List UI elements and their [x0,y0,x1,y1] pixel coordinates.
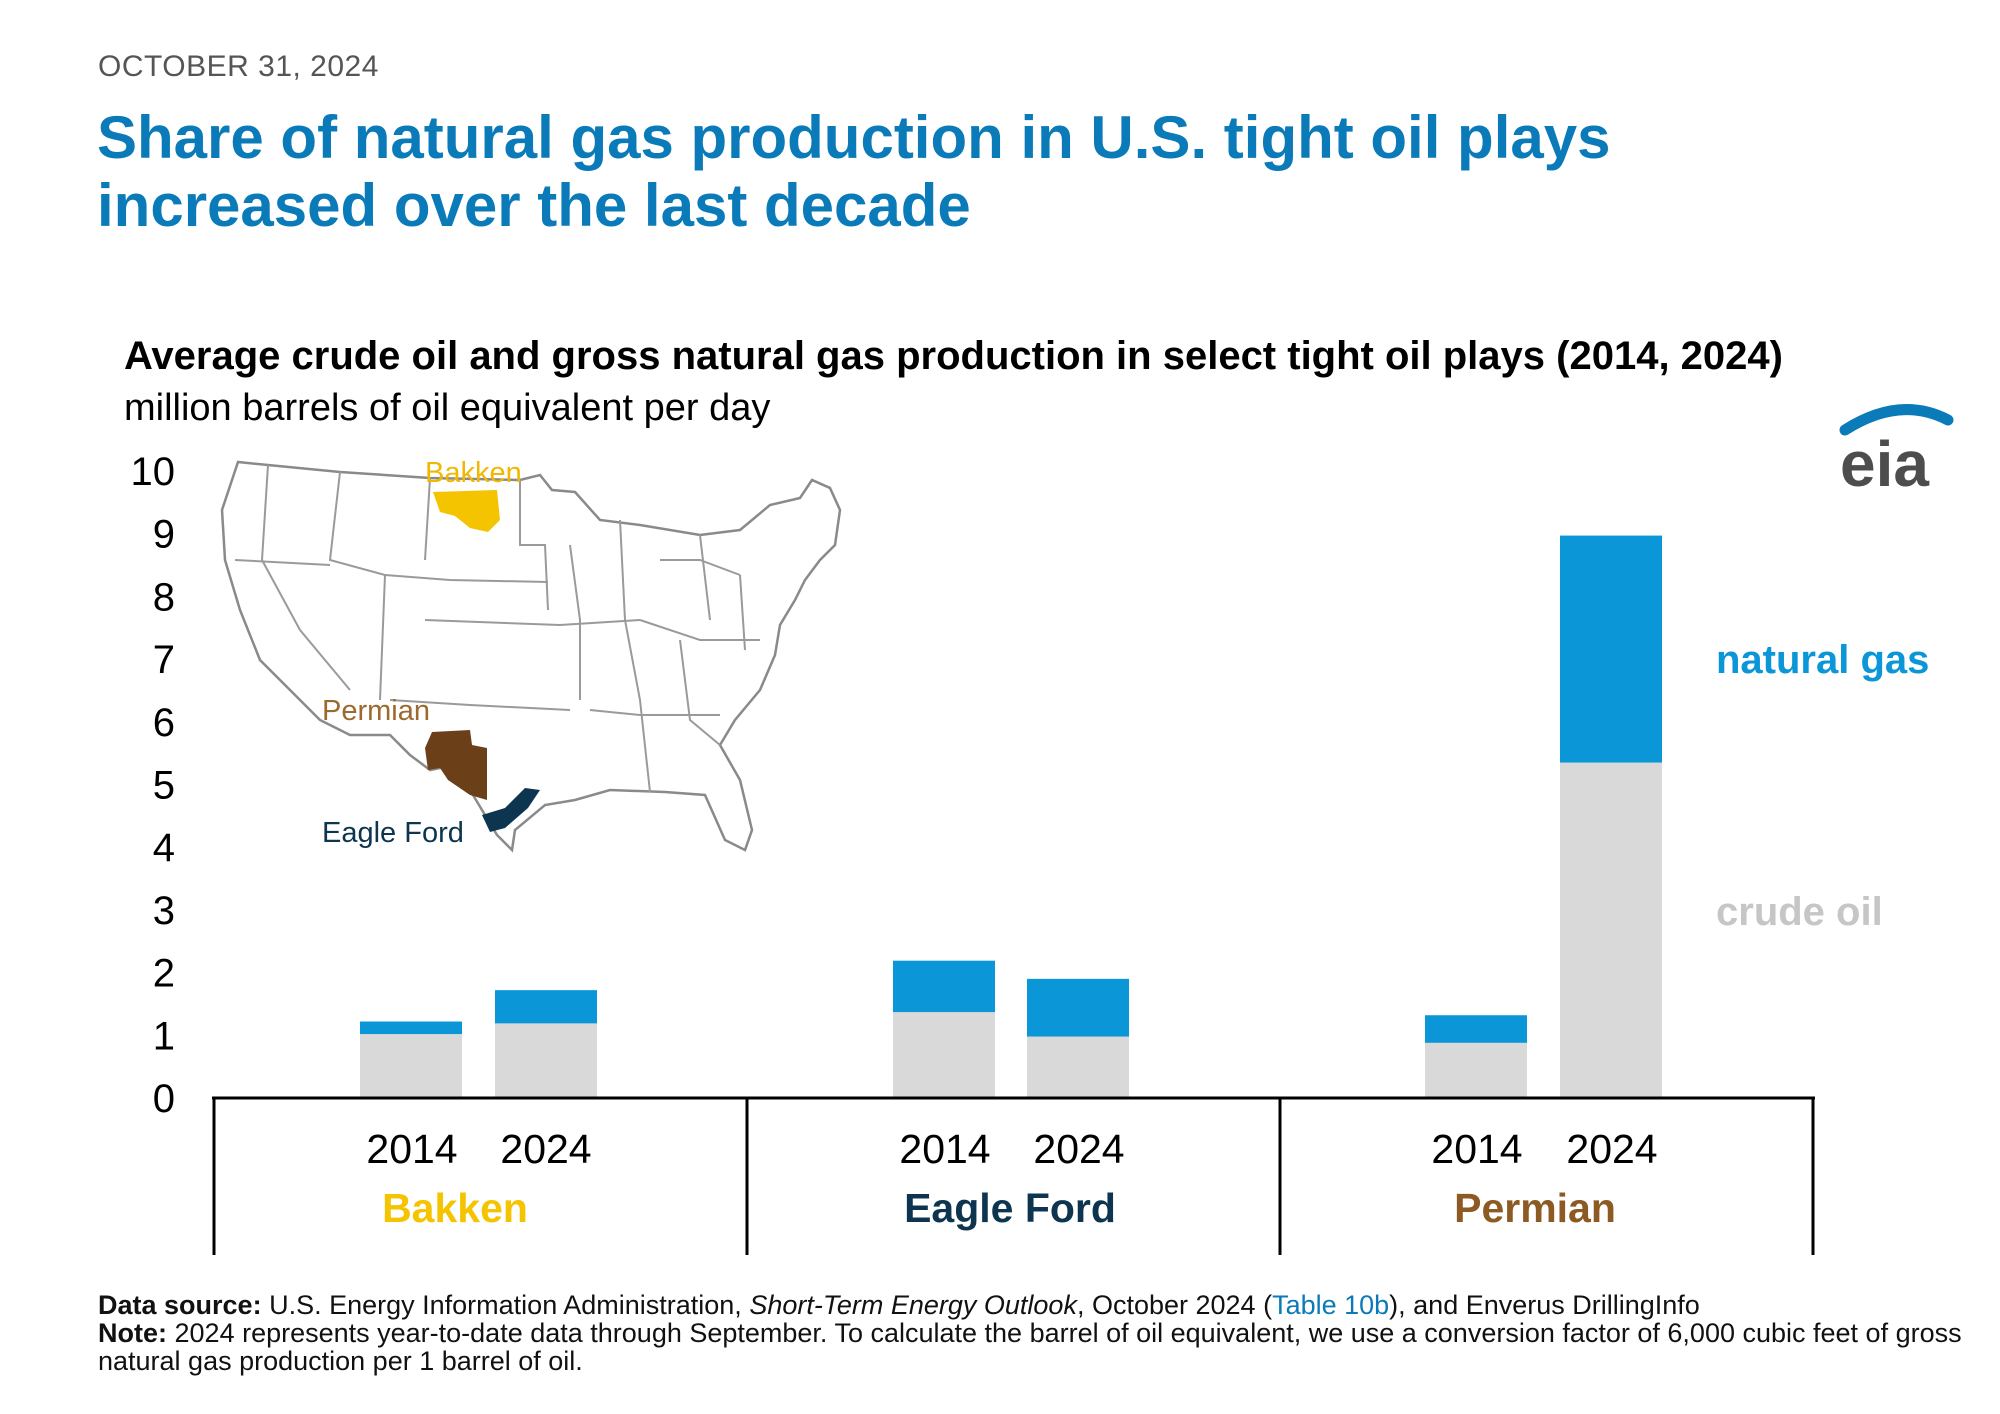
bar-crude-oil [1027,1036,1129,1098]
bar-crude-oil [1560,762,1662,1098]
x-category-label: 2014 [366,1126,457,1172]
eia-logo: eia [1839,404,1954,500]
map-label-bakken: Bakken [425,457,522,489]
legend-label: natural gas [1716,638,1929,682]
permian-region [425,730,487,800]
eia-logo-swoosh [1839,404,1954,436]
bar-natural-gas [495,990,597,1024]
x-category-label: 2024 [1033,1126,1124,1172]
legend: natural gas crude oil [1716,638,1929,934]
y-tick-label: 2 [153,952,175,996]
legend-label: crude oil [1716,890,1883,934]
eagle-ford-region [482,788,540,832]
x-category-label: 2024 [1566,1126,1657,1172]
state-borders [234,464,760,793]
publication-date: OCTOBER 31, 2024 [98,50,379,83]
bar-natural-gas [1560,535,1662,763]
chart-title: Average crude oil and gross natural gas … [124,334,1783,378]
note-line: Note: 2024 represents year-to-date data … [98,1318,1962,1376]
x-axis-group-labels: Bakken Eagle Ford Permian [382,1185,1616,1231]
us-map-inset: Bakken Permian Eagle Ford [220,457,842,853]
bar-crude-oil [495,1023,597,1098]
y-tick-label: 1 [153,1014,175,1058]
group-label: Eagle Ford [904,1185,1116,1231]
chart-y-unit-label: million barrels of oil equivalent per da… [124,387,771,429]
data-source-line: Data source: U.S. Energy Information Adm… [98,1290,1700,1320]
y-tick-label: 3 [153,889,175,933]
x-axis [212,1096,1815,1255]
map-label-eagle-ford: Eagle Ford [322,817,464,849]
footer: Data source: U.S. Energy Information Adm… [98,1291,1968,1375]
eia-logo-text: eia [1840,428,1929,500]
map-label-permian: Permian [322,695,430,727]
bar-crude-oil [893,1012,995,1098]
y-tick-label: 6 [153,701,175,745]
group-label: Permian [1454,1185,1616,1231]
table-10b-link[interactable]: Table 10b [1272,1290,1390,1320]
x-axis-category-labels: 2014 2024 2014 2024 2014 2024 [366,1126,1657,1172]
bar-crude-oil [1425,1042,1527,1098]
headline: Share of natural gas production in U.S. … [97,104,1611,239]
y-tick-label: 7 [153,638,175,682]
y-tick-label: 0 [153,1077,175,1121]
bar-natural-gas [893,960,995,1013]
bar-crude-oil [360,1034,462,1098]
bars [360,535,1662,1098]
y-tick-label: 5 [153,764,175,808]
chart: eia Bakken Permian Eagle Ford [131,404,1954,1255]
y-tick-label: 10 [131,450,176,494]
y-axis-ticks: 0 1 2 3 4 5 6 7 8 9 10 [131,450,176,1121]
x-category-label: 2014 [899,1126,990,1172]
bakken-region [433,490,500,532]
y-tick-label: 8 [153,575,175,619]
group-label: Bakken [382,1185,528,1231]
bar-natural-gas [1027,978,1129,1037]
bar-natural-gas [1425,1015,1527,1043]
y-tick-label: 9 [153,513,175,557]
bar-natural-gas [360,1021,462,1035]
x-category-label: 2014 [1431,1126,1522,1172]
y-tick-label: 4 [153,826,175,870]
x-category-label: 2024 [500,1126,591,1172]
